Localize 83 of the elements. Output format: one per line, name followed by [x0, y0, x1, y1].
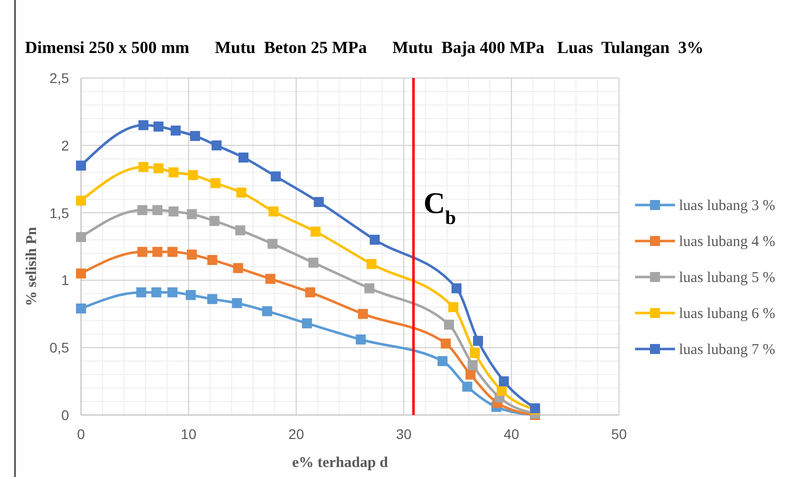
point [76, 268, 86, 278]
point [76, 160, 86, 171]
ref-line-label: C$_{b}$ [423, 187, 456, 228]
point [167, 287, 178, 298]
point [76, 232, 86, 242]
point [76, 304, 86, 314]
point [236, 188, 246, 198]
legend-label: luas lubang 4 % [679, 234, 776, 250]
point [137, 246, 148, 257]
point [186, 290, 196, 300]
point [188, 170, 198, 180]
point [370, 234, 380, 245]
x-tick-label: 30 [396, 426, 412, 442]
point [190, 130, 200, 141]
point [364, 283, 374, 294]
point [151, 287, 162, 298]
point [358, 308, 368, 319]
point [186, 250, 197, 260]
point [235, 225, 246, 236]
point [186, 209, 197, 220]
point [496, 386, 507, 396]
point [136, 287, 146, 298]
point [498, 376, 509, 386]
point [302, 318, 312, 328]
point [470, 348, 480, 358]
point [233, 263, 244, 274]
y-tick-label: 1 [61, 272, 70, 288]
point [212, 140, 222, 150]
x-tick-label: 10 [180, 426, 197, 442]
point [305, 287, 316, 298]
legend-label: luas lubang 6 % [679, 306, 776, 322]
point [210, 178, 220, 188]
point [270, 171, 281, 182]
point [152, 246, 162, 257]
x-tick-label: 20 [288, 426, 304, 442]
y-tick-label: 1,5 [50, 204, 70, 221]
x-tick-label: 40 [504, 426, 520, 442]
point [440, 338, 451, 349]
legend-label: luas lubang 7 % [679, 342, 776, 358]
point [138, 120, 148, 130]
point [262, 306, 272, 316]
point [473, 336, 484, 346]
chart-title: Dimensi 250 x 500 mm Mutu Beton 25 MPa Mutu Baja 400 MPa Luas Tulangan 3% [25, 38, 704, 57]
point [268, 206, 279, 216]
point [232, 298, 242, 308]
point [153, 163, 164, 174]
point [168, 206, 179, 216]
point [444, 320, 454, 330]
point [356, 334, 366, 345]
point [207, 254, 218, 265]
point [308, 258, 318, 268]
legend-label: luas lubang 5 % [679, 270, 776, 286]
x-tick-label: 0 [77, 426, 86, 442]
point [167, 246, 178, 257]
point [466, 370, 476, 380]
point [209, 216, 220, 226]
point [137, 205, 148, 216]
point [438, 356, 448, 366]
legend-label: luas lubang 3 % [679, 198, 776, 214]
point [168, 167, 179, 178]
y-axis-title: % selisih Pn [24, 226, 40, 306]
y-tick-label: 2 [61, 137, 70, 154]
y-tick-label: 0,5 [50, 340, 70, 356]
point [138, 162, 148, 172]
point [452, 283, 462, 294]
point [268, 238, 278, 249]
y-tick-label: 2,5 [50, 70, 70, 86]
point [76, 196, 86, 206]
point [366, 259, 377, 270]
y-tick-label: 0 [61, 407, 70, 423]
point [153, 122, 164, 132]
point [462, 382, 472, 392]
point [152, 205, 162, 216]
point [207, 294, 218, 304]
point [314, 197, 324, 208]
point [448, 302, 458, 312]
point [170, 126, 181, 136]
point [468, 360, 478, 370]
point [265, 274, 276, 284]
x-tick-label: 50 [611, 426, 627, 442]
x-axis-title: e% terhadap d [292, 455, 389, 471]
point [310, 226, 321, 237]
point [238, 152, 248, 163]
